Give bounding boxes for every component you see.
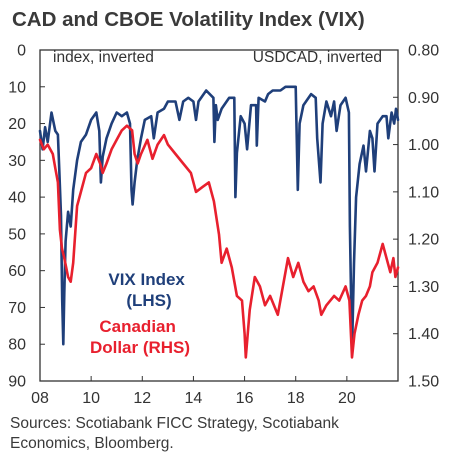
cad-label-line-2: Dollar (RHS)	[90, 338, 190, 357]
x-tick-label: 14	[185, 390, 203, 407]
series-lines	[38, 85, 400, 359]
cad-label-line-1: Canadian	[99, 317, 176, 336]
left-tick-label: 50	[8, 226, 26, 243]
left-tick-label: 70	[8, 300, 26, 317]
right-axis-ticks: 0.80 0.90 1.00 1.10 1.20 1.30 1.40 1.50	[393, 43, 439, 391]
right-tick-label: 1.40	[408, 326, 439, 343]
x-tick-label: 20	[338, 390, 356, 407]
right-axis-label: USDCAD, inverted	[253, 49, 382, 66]
left-tick-label: 60	[8, 263, 26, 280]
left-tick-label: 0	[17, 43, 26, 60]
vix-series-label: VIX Index (LHS)	[108, 270, 189, 310]
right-tick-label: 1.30	[408, 279, 439, 296]
left-tick-label: 80	[8, 337, 26, 354]
left-tick-label: 40	[8, 190, 26, 207]
right-tick-label: 1.50	[408, 374, 439, 391]
left-tick-label: 10	[8, 79, 26, 96]
right-tick-label: 1.00	[408, 137, 439, 154]
right-tick-label: 1.20	[408, 232, 439, 249]
right-tick-label: 1.10	[408, 184, 439, 201]
cad-series-label: Canadian Dollar (RHS)	[90, 317, 190, 357]
x-tick-label: 18	[287, 390, 305, 407]
x-tick-label: 08	[31, 390, 49, 407]
left-axis-ticks: 0 10 20 30 40 50 60 70 80 90	[8, 43, 45, 391]
left-axis-label: index, inverted	[53, 49, 154, 66]
right-tick-label: 0.80	[408, 43, 439, 60]
plot-frame	[39, 49, 399, 382]
x-tick-label: 12	[133, 390, 151, 407]
vix-label-line-2: (LHS)	[126, 291, 171, 310]
chart-title: CAD and CBOE Volatility Index (VIX)	[12, 8, 365, 31]
vix-label-line-1: VIX Index	[108, 270, 185, 289]
source-line-2: Economics, Bloomberg.	[10, 435, 174, 452]
right-tick-label: 0.90	[408, 90, 439, 107]
vix-series-line	[38, 85, 400, 353]
left-tick-label: 20	[8, 116, 26, 133]
cad-series-line	[38, 124, 400, 359]
left-tick-label: 30	[8, 153, 26, 170]
x-tick-label: 16	[236, 390, 254, 407]
source-line-1: Sources: Scotiabank FICC Strategy, Scoti…	[10, 415, 339, 432]
x-tick-label: 10	[82, 390, 100, 407]
x-axis-ticks: 08 10 12 14 16 18 20	[31, 376, 356, 407]
left-tick-label: 90	[8, 374, 26, 391]
